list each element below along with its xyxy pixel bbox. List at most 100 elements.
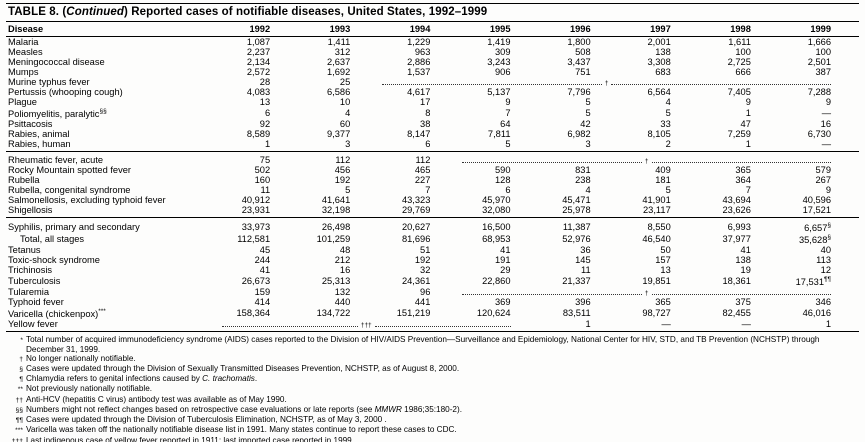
- footnote: ** Not previously nationally notifiable.: [8, 384, 857, 394]
- case-count: 1,229: [407, 37, 431, 47]
- case-count: 6,657§: [804, 222, 831, 234]
- case-count: 92: [259, 119, 271, 130]
- case-count: 244: [254, 255, 271, 266]
- table-row: Malaria 1,087 1,411 1,229 1,419 1,800 2,001 1,6…: [6, 37, 859, 48]
- disease-name: Shigellosis: [8, 205, 53, 216]
- disease-name: Rubella, congenital syndrome: [8, 185, 131, 196]
- case-count: 29,769: [401, 205, 431, 216]
- disease-name: Varicella (chickenpox)***: [8, 308, 106, 320]
- case-count: 375: [735, 297, 751, 308]
- case-count: 51: [420, 245, 431, 256]
- case-count: 16,500: [482, 222, 511, 233]
- case-count: 5: [585, 97, 591, 107]
- case-count: 1,537: [407, 67, 431, 77]
- case-count: 1: [825, 319, 831, 330]
- table-row: Tuberculosis 26,673 25,313 24,361 22,860 21,3…: [6, 275, 859, 287]
- footnote-reference: †: [644, 290, 649, 298]
- case-count: 508: [575, 47, 591, 57]
- case-count: 112: [335, 155, 351, 166]
- case-count: 365: [735, 165, 751, 176]
- column-header-year: 1998: [698, 22, 779, 37]
- case-count: 12: [820, 265, 831, 276]
- case-count: 3,243: [487, 57, 511, 67]
- case-count: 1,087: [246, 37, 271, 47]
- case-count: 21,337: [562, 276, 591, 287]
- disease-name: Total, all stages: [20, 234, 85, 245]
- case-count: 120,624: [476, 308, 511, 319]
- case-count: 4: [585, 185, 591, 196]
- disease-name: Rabies, human: [8, 139, 71, 150]
- case-count: 81,696: [401, 234, 431, 245]
- table-section: Rheumatic fever, acute 75 112 112 † Rocky Mou…: [6, 151, 859, 218]
- table-row: Syphilis, primary and secondary 33,973 26,…: [6, 218, 859, 234]
- leader-line: [374, 326, 511, 328]
- case-count: 24,361: [401, 276, 431, 287]
- table-row: Trichinosis 41 16 32 29 11 13 19 12: [6, 265, 859, 275]
- footnote-text: Total number of acquired immunodeficienc…: [26, 335, 857, 353]
- table-row: Rocky Mountain spotted fever 502 456 465 590…: [6, 165, 859, 175]
- case-count: 43,323: [401, 195, 431, 206]
- case-count: 227: [414, 175, 431, 186]
- case-count: 4: [665, 97, 671, 107]
- case-count: 7: [425, 185, 431, 196]
- case-count: 138: [655, 47, 671, 57]
- case-count: 8,550: [647, 222, 671, 233]
- case-count: 22,860: [482, 276, 511, 287]
- case-count: 10: [339, 97, 351, 107]
- case-count: 212: [334, 255, 351, 266]
- table-row: Typhoid fever 414 440 441 369 396 365 375 346: [6, 297, 859, 307]
- footnote-reference: †: [644, 158, 649, 166]
- case-count: 100: [735, 47, 751, 57]
- case-count: 158,364: [236, 308, 271, 319]
- not-notifiable-leader: †: [458, 152, 859, 165]
- case-count: 7,405: [727, 87, 751, 97]
- footnote-reference: §: [827, 222, 831, 230]
- case-count: 2,572: [246, 67, 271, 77]
- footnote-marker: ††: [15, 396, 23, 404]
- case-count: 6,730: [807, 129, 831, 140]
- case-count: —: [821, 108, 831, 119]
- table-row: Meningococcal disease 2,134 2,637 2,886 3,24…: [6, 57, 859, 67]
- leader-line: [651, 294, 831, 296]
- footnote-reference: †: [604, 80, 609, 87]
- case-count: 16: [339, 265, 351, 276]
- case-count: 23,931: [241, 205, 271, 216]
- disease-name: Tuberculosis: [8, 276, 61, 287]
- table-row: Pertussis (whooping cough) 4,083 6,586 4,61…: [6, 87, 859, 97]
- text-segment: 1986;35:180-2).: [401, 404, 462, 414]
- disease-name: Mumps: [8, 67, 39, 77]
- table-header-row: Disease 1992 1993 1994 1995 1996 1997 1998 1999: [6, 22, 859, 37]
- case-count: 41: [500, 245, 511, 256]
- case-count: 364: [735, 175, 751, 186]
- footnote-marker: §: [19, 366, 23, 374]
- table-row: Rubella 160 192 227 128 238 181 364 267: [6, 175, 859, 185]
- footnote: ¶¶ Cases were updated through the Divisio…: [8, 415, 857, 425]
- footnote: * Total number of acquired immunodeficien…: [8, 335, 857, 353]
- case-count: 1: [745, 108, 751, 119]
- text-segment: Not previously nationally notifiable.: [26, 384, 153, 394]
- footnote-text: Varicella was taken off the nationally n…: [26, 425, 857, 435]
- table-row: Yellow fever ††† 1 — — 1: [6, 319, 859, 332]
- case-count: 465: [414, 165, 431, 176]
- case-count: 151,219: [396, 308, 431, 319]
- case-count: 159: [254, 287, 271, 298]
- table-row: Rheumatic fever, acute 75 112 112 †: [6, 152, 859, 166]
- case-count: 9: [745, 97, 751, 107]
- case-count: 8,589: [246, 129, 271, 140]
- leader-line: [382, 84, 602, 85]
- footnote-text: Cases were updated through the Division …: [26, 364, 857, 374]
- case-count: 13: [660, 265, 671, 276]
- disease-name: Toxic-shock syndrome: [8, 255, 100, 266]
- table-head: Disease 1992 1993 1994 1995 1996 1997 1998 1999: [6, 22, 859, 37]
- table-row: Murine typhus fever 28 25 †: [6, 77, 859, 87]
- footnote-text: Chlamydia refers to genital infections c…: [26, 374, 857, 384]
- case-count: 8: [425, 108, 431, 119]
- case-count: 43,694: [722, 195, 751, 206]
- text-segment: .: [254, 374, 258, 384]
- column-header-disease: Disease: [6, 22, 218, 37]
- dotted-leader: †: [462, 155, 831, 165]
- footnote-text: Numbers might not reflect changes based …: [26, 405, 857, 415]
- case-count: 502: [254, 165, 271, 176]
- footnote-reference: ***: [98, 308, 106, 316]
